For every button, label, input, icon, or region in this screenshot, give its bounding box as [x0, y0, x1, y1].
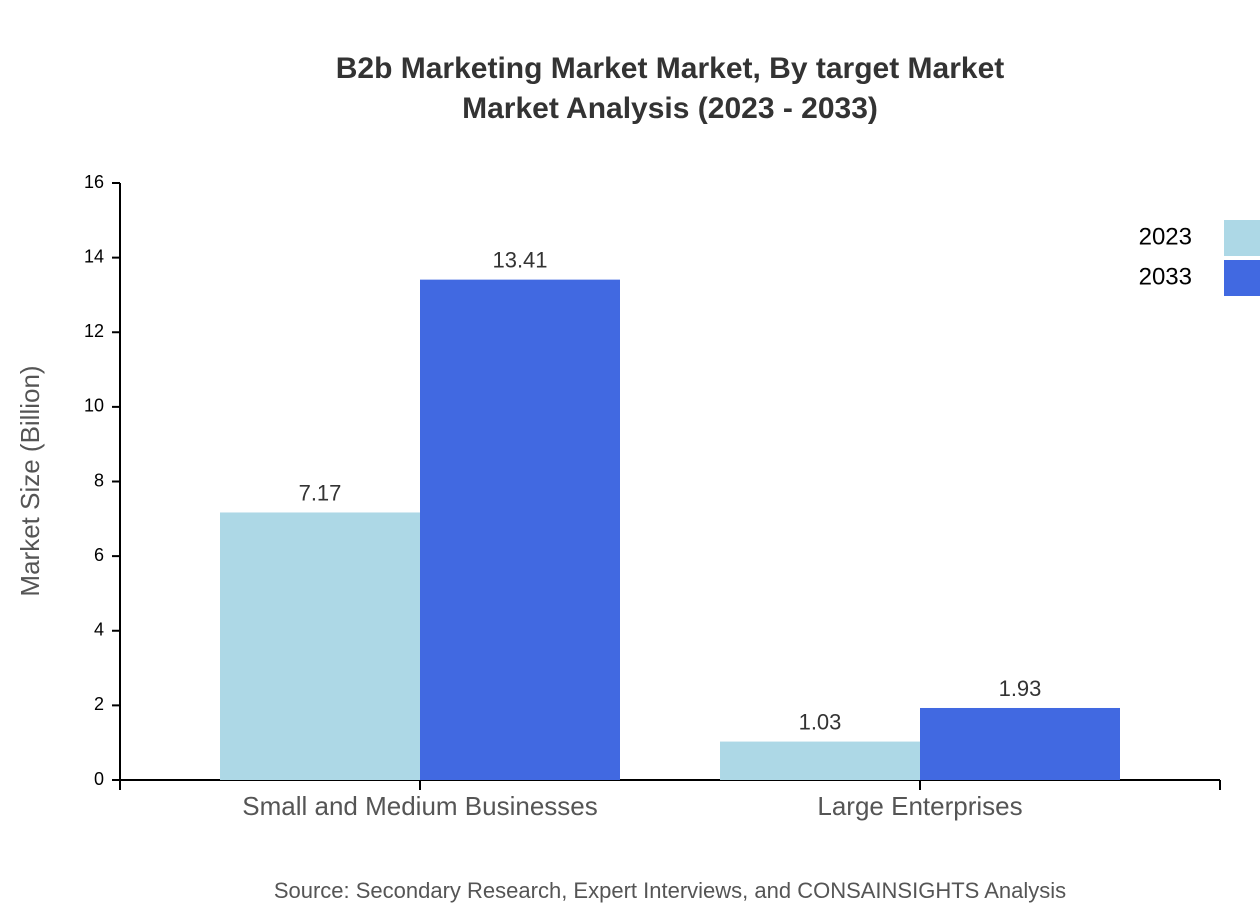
- y-tick-label: 14: [84, 246, 104, 266]
- chart-title: B2b Marketing Market Market, By target M…: [336, 52, 1005, 85]
- value-label: 1.03: [799, 709, 842, 734]
- y-tick-label: 0: [94, 769, 104, 789]
- value-label: 13.41: [492, 247, 547, 272]
- value-label: 1.93: [999, 676, 1042, 701]
- x-tick-label: Large Enterprises: [817, 791, 1022, 821]
- bar: [920, 707, 1120, 780]
- bar: [420, 279, 620, 780]
- x-tick-label: Small and Medium Businesses: [242, 791, 598, 821]
- y-axis-label: Market Size (Billion): [15, 365, 45, 596]
- chart-title: Market Analysis (2023 - 2033): [462, 92, 878, 125]
- y-tick-label: 4: [94, 620, 104, 640]
- legend-swatch: [1224, 260, 1260, 296]
- bar: [720, 741, 920, 780]
- legend-swatch: [1224, 220, 1260, 256]
- value-label: 7.17: [299, 480, 342, 505]
- y-tick-label: 12: [84, 321, 104, 341]
- y-tick-label: 6: [94, 545, 104, 565]
- y-tick-label: 2: [94, 694, 104, 714]
- y-tick-label: 10: [84, 396, 104, 416]
- y-tick-label: 16: [84, 172, 104, 192]
- legend-label: 2033: [1139, 263, 1192, 290]
- legend-label: 2023: [1139, 223, 1192, 250]
- y-tick-label: 8: [94, 470, 104, 490]
- source-note: Source: Secondary Research, Expert Inter…: [274, 878, 1066, 903]
- bar: [220, 512, 420, 780]
